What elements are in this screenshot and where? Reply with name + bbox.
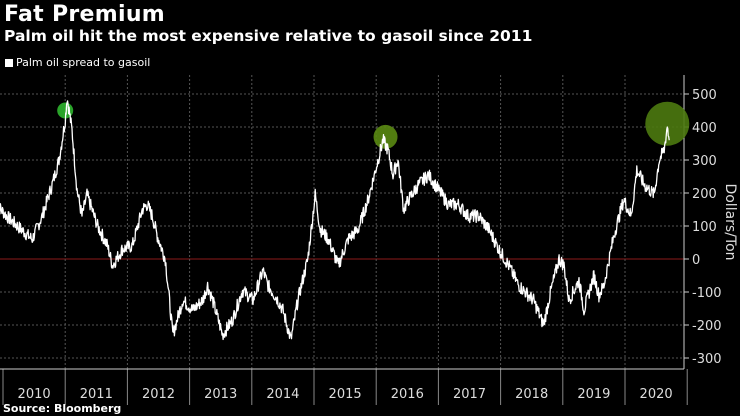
chart-subtitle: Palm oil hit the most expensive relative… [4,27,533,45]
y-tick-label: -200 [692,319,722,334]
x-tick-label: 2012 [142,387,175,402]
source-note: Source: Bloomberg [3,402,122,415]
y-tick-label: 0 [692,253,700,268]
x-tick-label: 2015 [329,387,362,402]
y-tick-label: 400 [692,121,717,136]
x-tick-label: 2016 [391,387,424,402]
highlight-circle [373,124,398,149]
x-tick-label: 2017 [453,387,486,402]
chart-title: Fat Premium [4,2,166,27]
legend: Palm oil spread to gasoil [5,56,150,69]
x-tick-label: 2018 [515,387,548,402]
y-tick-label: -100 [692,286,722,301]
legend-label: Palm oil spread to gasoil [16,56,151,69]
highlight-circle [645,101,690,146]
series-line [0,100,670,341]
y-tick-label: -300 [692,352,722,367]
x-tick-label: 2019 [577,387,610,402]
x-tick-label: 2014 [266,387,299,402]
y-axis-label: Dollars/Ton [722,183,738,260]
x-tick-label: 2010 [18,387,51,402]
x-tick-label: 2013 [204,387,237,402]
legend-swatch [5,58,13,67]
y-tick-label: 100 [692,220,717,235]
y-tick-label: 300 [692,154,717,169]
x-tick-label: 2020 [640,387,673,402]
y-tick-label: 200 [692,187,717,202]
x-tick-label: 2011 [80,387,113,402]
y-tick-label: 500 [692,88,717,103]
